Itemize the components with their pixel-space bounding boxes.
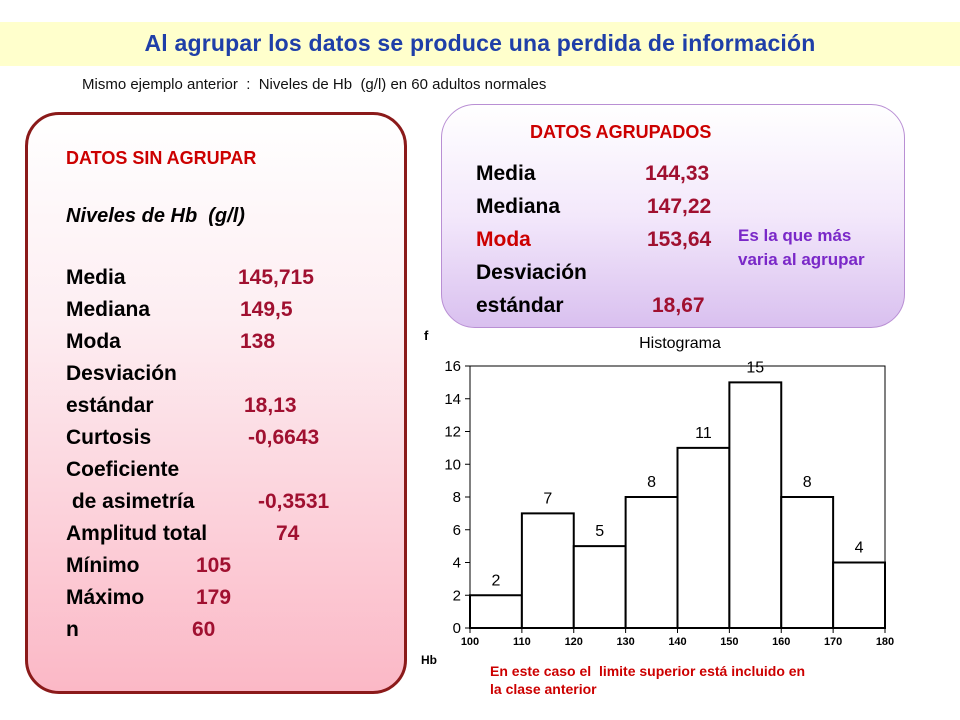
ungrouped-mean-value: 145,715 <box>238 266 314 289</box>
bar-value-label: 8 <box>803 474 812 491</box>
ungrouped-panel <box>25 112 407 694</box>
histogram-bar <box>780 496 835 629</box>
ungrouped-max-label: Máximo <box>66 586 145 609</box>
x-tick-label: 120 <box>565 636 583 648</box>
grouped-panel <box>441 104 905 328</box>
mode-note-line-1: Es la que más <box>738 226 852 245</box>
x-tick-label: 170 <box>824 636 842 648</box>
ungrouped-n-label: n <box>66 618 79 641</box>
y-tick-label: 0 <box>453 620 461 637</box>
bar-value-label: 2 <box>491 572 500 589</box>
x-tick-label: 110 <box>513 636 531 648</box>
ungrouped-mode-label: Moda <box>66 330 121 353</box>
bar-value-label: 15 <box>746 359 764 376</box>
ungrouped-mean-label: Media <box>66 266 126 289</box>
y-tick-label: 4 <box>453 555 461 572</box>
ungrouped-n-value: 60 <box>192 618 216 641</box>
x-tick-label: 160 <box>772 636 790 648</box>
y-tick-label: 6 <box>453 522 461 539</box>
x-axis-label: Hb <box>421 653 437 667</box>
x-tick-label: 180 <box>876 636 894 648</box>
page-title: Al agrupar los datos se produce una perd… <box>144 30 816 56</box>
ungrouped-range-label: Amplitud total <box>66 522 208 545</box>
grouped-median-label: Mediana <box>476 195 561 218</box>
ungrouped-min-value: 105 <box>196 554 232 577</box>
y-tick-label: 8 <box>453 489 461 506</box>
histogram-bar <box>469 594 523 629</box>
bar-value-label: 5 <box>595 523 604 540</box>
title-banner <box>0 22 960 66</box>
footnote-line-1: En este caso el limite superior está inc… <box>490 663 806 679</box>
grouped-median-value: 147,22 <box>647 195 712 218</box>
ungrouped-std-label-1: Desviación <box>66 362 177 385</box>
y-tick-label: 14 <box>444 391 461 408</box>
ungrouped-heading: DATOS SIN AGRUPAR <box>66 148 257 168</box>
histogram-bar <box>520 512 575 629</box>
bar-value-label: 4 <box>855 540 864 557</box>
grouped-std-label-2: estándar <box>476 294 564 317</box>
y-tick-label: 2 <box>453 587 461 604</box>
grouped-heading: DATOS AGRUPADOS <box>530 122 712 142</box>
bar-value-label: 8 <box>647 474 656 491</box>
histogram-bar <box>624 496 679 629</box>
mode-note-line-2: varia al agrupar <box>738 250 865 269</box>
x-tick-label: 100 <box>461 636 479 648</box>
variable-label: Niveles de Hb (g/l) <box>66 205 245 227</box>
grouped-mean-label: Media <box>476 162 536 185</box>
grouped-mode-label: Moda <box>476 228 531 251</box>
grouped-mode-value: 153,64 <box>647 228 712 251</box>
ungrouped-std-value: 18,13 <box>244 394 297 417</box>
ungrouped-min-label: Mínimo <box>66 554 140 577</box>
histogram-bar <box>728 381 783 629</box>
ungrouped-kurtosis-label: Curtosis <box>66 426 152 449</box>
bar-value-label: 7 <box>543 490 552 507</box>
ungrouped-median-value: 149,5 <box>240 298 293 321</box>
y-axis-label: f <box>424 328 429 343</box>
ungrouped-skew-label-1: Coeficiente <box>66 458 180 481</box>
ungrouped-max-value: 179 <box>196 586 232 609</box>
ungrouped-median-label: Mediana <box>66 298 151 321</box>
grouped-std-label-1: Desviación <box>476 261 587 284</box>
grouped-mean-value: 144,33 <box>645 162 710 185</box>
y-tick-label: 10 <box>444 456 461 473</box>
x-tick-label: 150 <box>720 636 738 648</box>
ungrouped-skew-value: -0,3531 <box>258 490 330 513</box>
footnote-line-2: la clase anterior <box>490 681 597 697</box>
histogram-bar <box>676 446 731 629</box>
ungrouped-range-value: 74 <box>276 522 300 545</box>
histogram-bar <box>832 561 886 629</box>
ungrouped-mode-value: 138 <box>240 330 276 353</box>
chart-title: Histograma <box>639 335 721 352</box>
y-tick-label: 16 <box>444 358 461 375</box>
ungrouped-skew-label-2: de asimetría <box>66 490 195 513</box>
grouped-std-value: 18,67 <box>652 294 705 317</box>
ungrouped-kurtosis-value: -0,6643 <box>248 426 320 449</box>
x-tick-label: 140 <box>668 636 686 648</box>
page-subtitle: Mismo ejemplo anterior : Niveles de Hb (… <box>82 76 547 93</box>
ungrouped-std-label-2: estándar <box>66 394 154 417</box>
x-tick-label: 130 <box>616 636 634 648</box>
bar-value-label: 11 <box>695 425 712 442</box>
histogram-bar <box>572 545 627 629</box>
y-tick-label: 12 <box>444 424 461 441</box>
histogram-chart: 0 2 4 6 8 10 12 14 16 100 110 120 130 140 150 160 170 180… <box>421 328 894 667</box>
